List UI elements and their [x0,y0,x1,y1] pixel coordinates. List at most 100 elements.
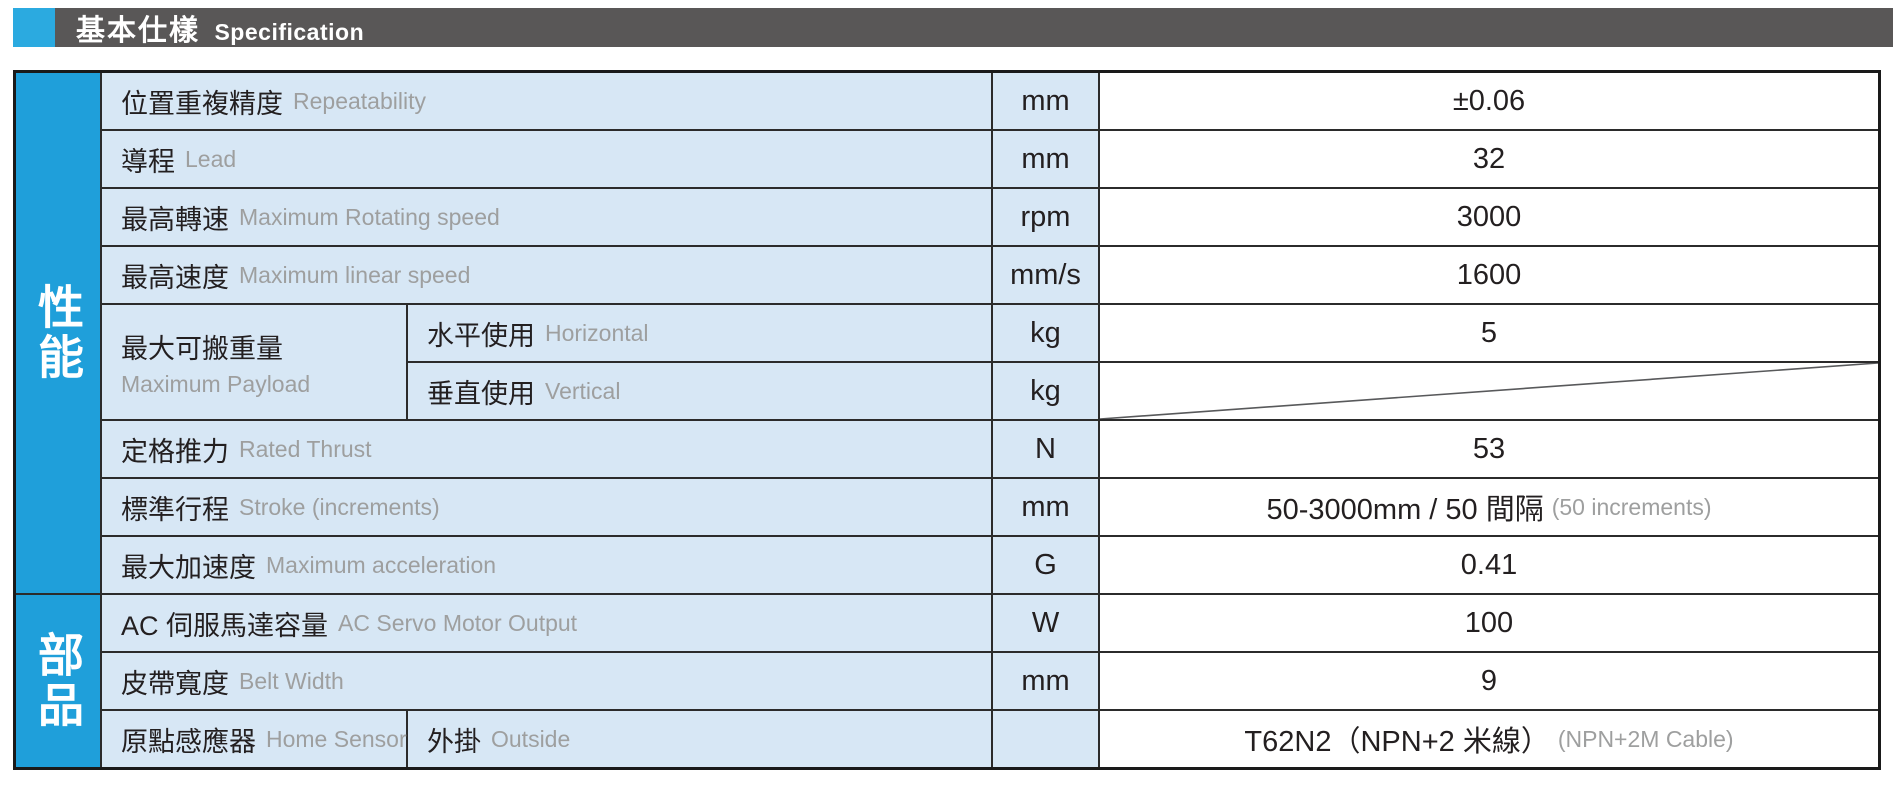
row-max-rotating-speed-unit: rpm [993,189,1098,245]
row-max-rotating-speed-value: 3000 [1100,189,1878,245]
row-max-linear-speed-value: 1600 [1100,247,1878,303]
value-note: (NPN+2M Cable) [1557,725,1734,752]
row-max-payload-label: 最大可搬重量 Maximum Payload [102,305,406,419]
unit-text: kg [1030,316,1061,349]
row-belt-width-value: 9 [1100,653,1878,709]
row-rated-thrust-label: 定格推力 Rated Thrust [102,421,991,477]
row-belt-width-label-cjk: 皮帶寬度 [121,668,229,699]
row-home-sensor-value: T62N2（NPN+2 米線） (NPN+2M Cable) [1100,711,1878,767]
row-rated-thrust-label-cjk: 定格推力 [121,436,229,467]
row-max-rotating-speed-label-cjk: 最高轉速 [121,204,229,235]
unit-text: mm/s [1010,258,1081,291]
row-ac-servo-output-label-cjk: AC 伺服馬達容量 [121,610,329,641]
unit-text: N [1035,432,1056,465]
value-text: ±0.06 [1452,84,1526,117]
row-ac-servo-output-unit: W [993,595,1098,651]
row-rated-thrust-value: 53 [1100,421,1878,477]
row-rated-thrust-unit: N [993,421,1098,477]
row-belt-width-unit: mm [993,653,1098,709]
row-max-acceleration-label: 最大加速度 Maximum acceleration [102,537,991,593]
unit-text: mm [1021,84,1070,117]
row-stroke-label: 標準行程 Stroke (increments) [102,479,991,535]
unit-text: rpm [1020,200,1071,233]
unit-text: mm [1021,664,1070,697]
row-payload-vertical-label-en: Vertical [545,377,621,404]
row-lead-label-en: Lead [185,145,237,172]
unit-text: mm [1021,142,1070,175]
not-applicable-diagonal-line [1100,363,1878,419]
row-stroke-label-en: Stroke (increments) [239,493,440,520]
row-ac-servo-output-label: AC 伺服馬達容量 AC Servo Motor Output [102,595,991,651]
row-repeatability-label-en: Repeatability [293,87,426,114]
page-title-en: Specification [214,18,365,45]
row-payload-horizontal-label-cjk: 水平使用 [427,320,535,351]
row-home-sensor-unit [993,711,1098,767]
row-max-acceleration-unit: G [993,537,1098,593]
value-text: 32 [1472,142,1506,175]
row-max-acceleration-label-cjk: 最大加速度 [121,552,256,583]
row-ac-servo-output-value: 100 [1100,595,1878,651]
row-max-linear-speed-label-cjk: 最高速度 [121,262,229,293]
spec-table: 性能 部品 位置重複精度 Repeatability mm ±0.06 導程 L… [13,70,1881,770]
row-payload-vertical-label-cjk: 垂直使用 [427,378,535,409]
row-belt-width-label-en: Belt Width [239,667,344,694]
row-repeatability-unit: mm [993,73,1098,129]
row-repeatability-value: ±0.06 [1100,73,1878,129]
row-payload-vertical-value [1100,363,1878,419]
row-stroke-unit: mm [993,479,1098,535]
header-accent-square [13,8,55,47]
row-max-acceleration-value: 0.41 [1100,537,1878,593]
row-home-sensor-mount-label-cjk: 外掛 [427,726,481,757]
unit-text: kg [1030,374,1061,407]
value-text: 3000 [1456,200,1522,233]
row-max-linear-speed-unit: mm/s [993,247,1098,303]
category-performance: 性能 [16,73,100,593]
value-text: 0.41 [1460,548,1518,581]
value-text: 53 [1472,432,1506,465]
row-lead-value: 32 [1100,131,1878,187]
value-note: (50 increments) [1551,493,1712,520]
unit-text: G [1034,548,1057,581]
row-max-payload-label-en: Maximum Payload [121,370,311,397]
row-payload-horizontal-unit: kg [993,305,1098,361]
value-text: 50-3000mm / 50 間隔 [1266,494,1544,526]
row-belt-width-label: 皮帶寬度 Belt Width [102,653,991,709]
value-text: 5 [1480,316,1498,349]
page-title: 基本仕樣 Specification [76,7,364,49]
row-lead-label-cjk: 導程 [121,146,175,177]
row-payload-horizontal-label-en: Horizontal [545,319,649,346]
unit-text: mm [1021,490,1070,523]
row-home-sensor-label-en: Home Sensor [266,725,407,752]
row-home-sensor-label: 原點感應器 Home Sensor [102,711,407,767]
section-header: 基本仕樣 Specification [13,8,1893,47]
category-performance-label: 性能 [32,283,84,383]
row-payload-vertical-unit: kg [993,363,1098,419]
row-max-linear-speed-label: 最高速度 Maximum linear speed [102,247,991,303]
row-max-rotating-speed-label-en: Maximum Rotating speed [239,203,500,230]
row-stroke-label-cjk: 標準行程 [121,494,229,525]
row-rated-thrust-label-en: Rated Thrust [239,435,372,462]
value-text: 9 [1480,664,1498,697]
row-ac-servo-output-label-en: AC Servo Motor Output [338,609,578,636]
unit-text: W [1031,606,1060,639]
row-stroke-value: 50-3000mm / 50 間隔 (50 increments) [1100,479,1878,535]
header-title-bar: 基本仕樣 Specification [55,8,1893,47]
row-payload-vertical-label: 垂直使用 Vertical [408,363,991,419]
row-lead-unit: mm [993,131,1098,187]
category-parts: 部品 [16,595,100,767]
row-payload-horizontal-value: 5 [1100,305,1878,361]
value-text: 1600 [1456,258,1522,291]
row-max-payload-label-cjk: 最大可搬重量 [121,333,283,364]
value-text: T62N2（NPN+2 米線） [1244,726,1550,758]
category-parts-label: 部品 [32,631,84,731]
row-home-sensor-mount-label: 外掛 Outside [408,711,991,767]
row-home-sensor-label-cjk: 原點感應器 [121,726,256,757]
row-home-sensor-mount-label-en: Outside [491,725,571,752]
row-repeatability-label: 位置重複精度 Repeatability [102,73,991,129]
row-max-rotating-speed-label: 最高轉速 Maximum Rotating speed [102,189,991,245]
row-payload-horizontal-label: 水平使用 Horizontal [408,305,991,361]
page-title-cjk: 基本仕樣 [76,14,201,47]
row-lead-label: 導程 Lead [102,131,991,187]
row-max-linear-speed-label-en: Maximum linear speed [239,261,471,288]
row-repeatability-label-cjk: 位置重複精度 [121,88,283,119]
